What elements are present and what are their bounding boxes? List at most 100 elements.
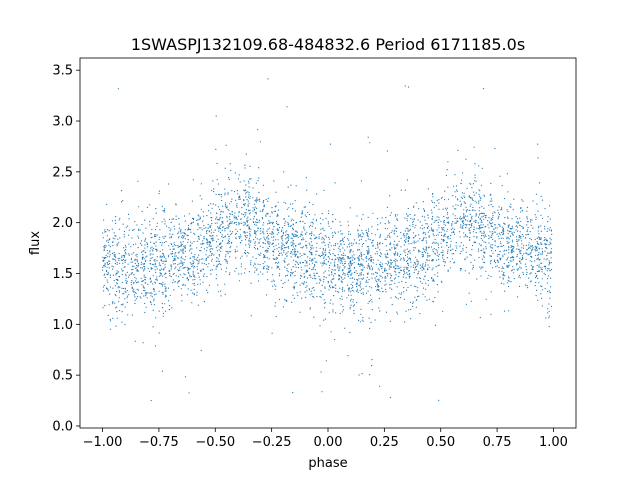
data-point	[377, 229, 379, 231]
data-point	[288, 223, 290, 225]
data-point	[422, 232, 424, 234]
data-point	[126, 290, 128, 292]
data-point	[158, 282, 161, 285]
data-point	[402, 276, 404, 278]
data-point	[182, 241, 184, 243]
data-point	[245, 191, 247, 193]
data-point	[233, 191, 236, 193]
data-point	[151, 296, 153, 298]
data-point	[490, 204, 492, 206]
data-point	[288, 234, 290, 236]
data-point	[512, 246, 514, 248]
data-point	[207, 243, 209, 245]
data-point	[483, 251, 485, 253]
data-point	[436, 200, 438, 202]
data-point	[378, 278, 380, 280]
data-point	[409, 250, 411, 252]
data-point	[388, 248, 391, 250]
data-point	[170, 235, 173, 237]
data-point	[381, 287, 383, 289]
data-point	[489, 255, 491, 257]
data-point	[278, 254, 280, 256]
data-point	[324, 286, 326, 288]
data-point	[311, 268, 313, 271]
data-point	[456, 247, 458, 249]
data-point	[454, 191, 456, 193]
data-point	[245, 153, 247, 155]
data-point	[124, 261, 126, 263]
data-point	[431, 230, 433, 232]
data-point	[304, 214, 306, 216]
data-point	[224, 283, 226, 285]
data-point	[221, 205, 224, 207]
data-point	[400, 269, 403, 272]
data-point	[400, 266, 402, 268]
data-point	[218, 230, 220, 232]
data-point	[531, 249, 533, 251]
data-point	[431, 277, 433, 279]
data-point	[547, 312, 549, 314]
data-point	[225, 202, 227, 204]
data-point	[290, 251, 292, 253]
data-point	[256, 221, 258, 224]
data-point	[363, 242, 365, 245]
data-point	[418, 270, 420, 272]
data-point	[314, 227, 317, 229]
data-point	[549, 205, 551, 207]
data-point	[479, 190, 481, 192]
data-point	[425, 248, 427, 250]
data-point	[459, 269, 461, 271]
data-point	[295, 253, 297, 255]
data-point	[131, 265, 134, 267]
data-point	[309, 257, 311, 259]
data-point	[161, 205, 163, 207]
data-point	[321, 265, 323, 267]
data-point	[295, 266, 297, 268]
data-point	[447, 269, 449, 271]
data-point	[200, 349, 202, 351]
data-point	[350, 283, 352, 285]
data-point	[521, 210, 524, 212]
data-point	[234, 221, 236, 224]
data-point	[281, 254, 283, 256]
data-point	[145, 282, 147, 284]
data-point	[115, 260, 117, 262]
data-point	[457, 149, 459, 151]
data-point	[183, 245, 185, 247]
data-point	[284, 234, 287, 236]
data-point	[111, 252, 114, 254]
data-point	[174, 257, 176, 259]
data-point	[352, 301, 354, 303]
data-point	[463, 201, 465, 203]
data-point	[163, 209, 165, 211]
data-point	[462, 223, 464, 225]
data-point	[386, 250, 388, 252]
data-point	[329, 253, 332, 255]
data-point	[396, 252, 399, 254]
data-point	[547, 275, 550, 277]
data-point	[301, 210, 303, 212]
data-point	[196, 291, 198, 293]
data-point	[227, 240, 230, 242]
data-point	[527, 247, 530, 249]
y-tick-label: 0.5	[52, 369, 73, 384]
data-point	[335, 258, 337, 260]
data-point	[456, 222, 458, 224]
data-point	[209, 249, 211, 251]
data-point	[534, 285, 536, 287]
data-point	[160, 274, 162, 276]
data-point	[211, 219, 213, 222]
data-point	[492, 233, 494, 235]
data-point	[127, 225, 129, 227]
data-point	[522, 258, 524, 260]
data-point	[369, 286, 371, 288]
data-point	[529, 253, 531, 255]
data-point	[359, 274, 361, 276]
data-point	[470, 225, 473, 227]
data-point	[352, 263, 354, 265]
data-point	[473, 194, 475, 196]
data-point	[384, 268, 386, 271]
data-point	[510, 249, 512, 251]
data-point	[425, 240, 427, 242]
data-point	[269, 221, 271, 223]
